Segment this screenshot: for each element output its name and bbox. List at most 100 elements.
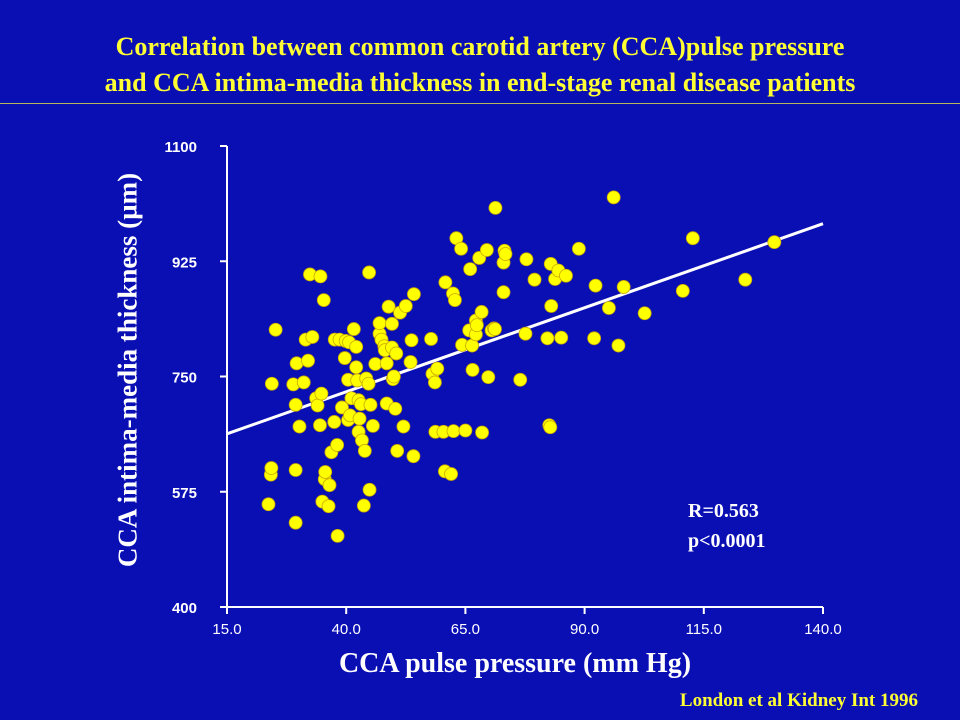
data-point [463, 262, 478, 277]
data-point [488, 322, 502, 336]
data-point [544, 299, 559, 313]
y-tick-label: 750 [172, 370, 197, 387]
y-tick-label: 925 [172, 254, 197, 271]
data-point [356, 498, 371, 513]
x-tick-label: 65.0 [451, 621, 480, 638]
x-tick-label: 140.0 [804, 621, 842, 638]
data-point [616, 280, 631, 294]
data-point [314, 386, 329, 401]
data-point [330, 438, 345, 452]
data-point [444, 467, 458, 481]
data-point [496, 285, 511, 300]
data-point [296, 375, 311, 390]
data-point [458, 423, 473, 438]
data-point [475, 425, 489, 440]
data-point [368, 357, 383, 371]
x-tick-label: 15.0 [212, 621, 241, 638]
data-point [519, 252, 534, 267]
data-point [404, 333, 419, 348]
data-point [465, 363, 480, 377]
y-tick-label: 1100 [164, 139, 197, 156]
data-point [310, 398, 325, 413]
source-citation: London et al Kidney Int 1996 [679, 690, 918, 711]
data-point [587, 331, 602, 346]
data-point [407, 287, 421, 302]
data-point [316, 293, 331, 308]
data-point [288, 463, 303, 477]
data-point [289, 356, 304, 371]
data-point [322, 478, 337, 493]
data-point [518, 326, 533, 341]
data-point [349, 360, 364, 375]
data-point [543, 420, 558, 435]
data-point [488, 201, 503, 215]
y-axis-label: CCA intima-media thickness (µm) [112, 172, 143, 568]
data-point [469, 318, 484, 333]
data-point [357, 444, 372, 458]
data-point [288, 397, 303, 412]
data-point [637, 306, 652, 321]
data-point [675, 283, 690, 298]
y-tick-label: 400 [172, 600, 197, 617]
axes: 400 575 750 925 1100 15.0 40.0 65.0 90.0 115.0 140… [164, 139, 841, 638]
data-point [602, 301, 616, 315]
data-point [554, 330, 569, 345]
x-tick-label: 90.0 [570, 621, 599, 638]
data-point [264, 376, 279, 391]
data-point [403, 355, 418, 369]
data-point [352, 411, 367, 426]
data-point [366, 418, 380, 433]
data-point [559, 268, 573, 283]
data-point [424, 332, 438, 346]
data-point [438, 275, 453, 290]
data-point [430, 361, 445, 376]
data-point [264, 461, 279, 475]
data-point [330, 528, 345, 543]
data-point [527, 272, 542, 287]
x-tick-label: 40.0 [332, 621, 361, 638]
data-point [454, 241, 469, 256]
data-point [398, 299, 413, 313]
title-divider [0, 103, 960, 104]
chart-title-line1: Correlation between common carotid arter… [115, 32, 845, 61]
data-point [571, 241, 586, 256]
data-point [292, 419, 307, 434]
data-point [301, 353, 315, 368]
data-point [372, 316, 387, 331]
data-point [305, 330, 320, 344]
data-point [685, 231, 700, 246]
x-axis-label: CCA pulse pressure (mm Hg) [338, 648, 692, 679]
points-layer [261, 190, 782, 543]
data-point [396, 419, 411, 434]
data-point [321, 499, 336, 514]
data-point [361, 376, 376, 391]
data-point [388, 401, 403, 416]
x-tick-label: 115.0 [686, 621, 722, 638]
data-point [390, 444, 405, 458]
data-point [481, 370, 496, 385]
data-point [448, 293, 462, 308]
data-point [588, 278, 603, 293]
data-point [346, 322, 361, 336]
data-point [362, 265, 376, 280]
data-point [313, 269, 328, 284]
data-point [381, 299, 396, 314]
data-point [389, 346, 404, 361]
chart-title-line2: and CCA intima-media thickness in end-st… [104, 68, 856, 97]
data-point [498, 247, 513, 261]
data-point [318, 465, 333, 479]
p-value: p<0.0001 [688, 530, 766, 552]
data-point [406, 449, 421, 464]
data-point [363, 397, 378, 412]
data-point [513, 372, 528, 387]
data-point [362, 482, 377, 497]
data-point [268, 322, 283, 337]
data-point [767, 235, 782, 250]
data-point [606, 190, 621, 205]
data-point [479, 243, 494, 257]
data-point [738, 272, 753, 287]
y-tick-label: 575 [172, 485, 197, 502]
data-point [261, 497, 276, 512]
data-point [540, 331, 555, 346]
data-point [611, 338, 626, 353]
